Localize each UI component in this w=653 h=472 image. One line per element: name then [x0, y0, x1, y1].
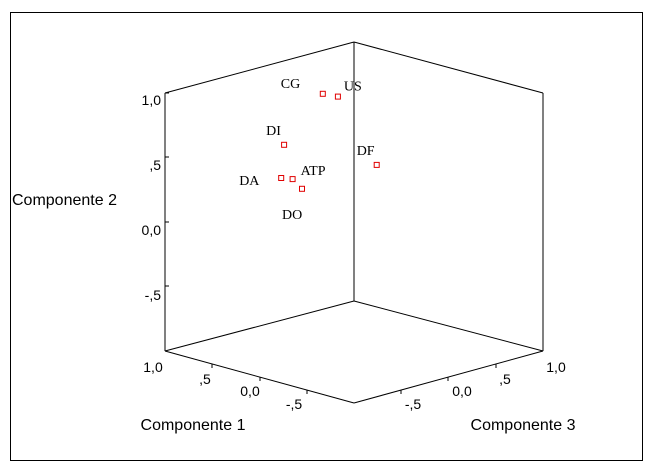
- data-point-marker: [299, 185, 305, 192]
- x-tick-labels: 1,0 ,5 0,0 -,5: [143, 359, 302, 412]
- data-point-label: DA: [239, 174, 260, 189]
- z-axis-title: Componente 3: [471, 417, 576, 434]
- chart-frame: [10, 12, 643, 461]
- data-point-label: ATP: [301, 164, 326, 179]
- z-tick-label: 1,0: [546, 359, 566, 375]
- y-axis-title: Componente 2: [12, 192, 117, 209]
- data-point-marker: [334, 93, 341, 100]
- y-tick-label: ,5: [149, 157, 161, 173]
- data-point-marker: [278, 175, 285, 181]
- x-axis-title: Componente 1: [141, 417, 246, 434]
- data-point-marker: [289, 176, 296, 183]
- data-points: CG US DF DI ATP DA DO: [239, 77, 380, 223]
- data-point-label: US: [344, 80, 362, 95]
- data-point-label: CG: [281, 77, 300, 92]
- z-tick-label: -,5: [405, 396, 422, 412]
- z-tick-labels: 1,0 ,5 0,0 -,5: [405, 359, 566, 412]
- data-point-label: DO: [282, 208, 302, 223]
- box-frame: [164, 41, 544, 404]
- x-tick-label: ,5: [199, 371, 211, 387]
- y-tick-label: -,5: [145, 287, 162, 303]
- box-edge-top-left: [164, 41, 355, 94]
- data-point-marker: [373, 161, 380, 168]
- x-tick-label: 1,0: [143, 359, 163, 375]
- y-tick-labels: 1,0 ,5 0,0 -,5: [142, 92, 162, 303]
- box-edge-floor-left: [164, 300, 355, 352]
- data-point-label: DF: [357, 144, 375, 159]
- z-tick-label: ,5: [499, 371, 511, 387]
- x-tick-label: 0,0: [240, 383, 260, 399]
- z-tick-label: 0,0: [452, 383, 472, 399]
- box-edge-floor-right: [353, 300, 544, 352]
- data-point-marker: [281, 141, 288, 148]
- data-point-marker: [319, 90, 326, 97]
- data-point-label: DI: [266, 124, 281, 139]
- y-tick-label: 1,0: [142, 92, 162, 108]
- tick-marks: [165, 92, 497, 394]
- x-tick-label: -,5: [286, 396, 303, 412]
- box-edge-top-right: [353, 41, 544, 94]
- y-tick-label: 0,0: [142, 222, 162, 238]
